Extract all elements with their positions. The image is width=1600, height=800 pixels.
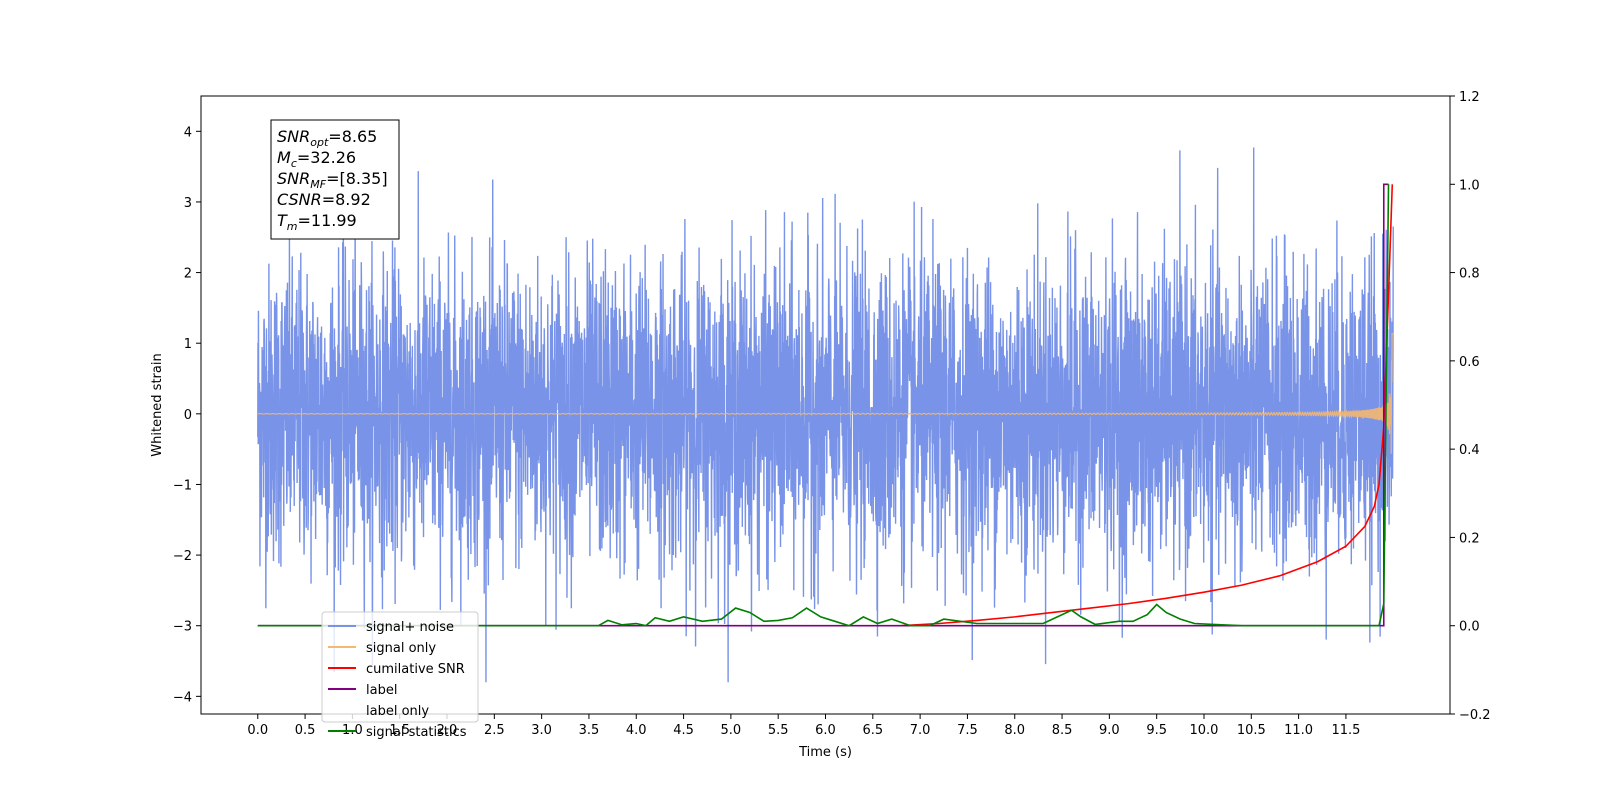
y-tick-label: −4 — [173, 690, 192, 705]
annotation-symbol: SNR — [277, 127, 310, 146]
annotation-line: Mc=32.26 — [277, 148, 356, 170]
legend-entry: signal only — [366, 641, 436, 656]
annotation-line: Tm=11.99 — [277, 211, 357, 233]
annotation-subscript: m — [287, 220, 298, 233]
x-tick-label: 10.0 — [1190, 723, 1219, 738]
y-tick-label: 3 — [184, 196, 192, 211]
x-tick-label: 8.0 — [1004, 723, 1025, 738]
ticks: 0.0 0.5 1.0 1.5 2.0 2.5 3.0 3.5 4.0 4.5 5.0 5.5 6.0 6… — [150, 90, 1491, 760]
legend-entry: cumilative SNR — [366, 662, 465, 677]
y-right-tick-label: 0.4 — [1459, 443, 1480, 458]
x-tick-label: 3.5 — [579, 723, 600, 738]
y-right-tick-label: 0.6 — [1459, 355, 1480, 370]
plot-area — [257, 147, 1394, 683]
annotation-subscript: c — [291, 157, 297, 170]
y-tick-label: 2 — [184, 267, 192, 282]
x-tick-label: 0.0 — [247, 723, 268, 738]
annotation-frame — [270, 119, 400, 240]
y-right-tick-label: 1.0 — [1459, 178, 1480, 193]
annotation-symbol: M — [277, 148, 291, 167]
x-tick-label: 3.0 — [531, 723, 552, 738]
y-tick-label: 0 — [184, 408, 192, 423]
annotation-symbol: CSNR — [277, 190, 322, 209]
legend-entry: signal statistics — [366, 725, 467, 740]
annotation-line: CSNR=8.92 — [277, 190, 371, 209]
x-tick-label: 4.5 — [673, 723, 694, 738]
y-tick-label: 4 — [184, 125, 192, 140]
annotation-value: =[8.35] — [326, 169, 388, 188]
x-tick-label: 6.5 — [862, 723, 883, 738]
x-tick-label: 11.5 — [1331, 723, 1360, 738]
y-right-tick-label: 1.2 — [1459, 90, 1480, 105]
x-tick-label: 1.5 — [389, 723, 410, 738]
x-tick-label: 2.5 — [484, 723, 505, 738]
y-right-tick-label: 0.2 — [1459, 531, 1480, 546]
series-signal-only-line — [257, 333, 1394, 454]
x-tick-label: 5.5 — [768, 723, 789, 738]
annotation-box: SNRopt=8.65Mc=32.26SNRMF=[8.35]CSNR=8.92… — [270, 119, 400, 240]
x-tick-label: 5.0 — [721, 723, 742, 738]
x-tick-label: 6.0 — [815, 723, 836, 738]
annotation-value: =8.92 — [322, 190, 371, 209]
annotation-symbol: SNR — [277, 169, 310, 188]
x-tick-label: 4.0 — [626, 723, 647, 738]
x-tick-label: 7.5 — [957, 723, 978, 738]
annotation-value: =8.65 — [328, 127, 377, 146]
x-tick-label: 9.5 — [1146, 723, 1167, 738]
x-tick-label: 0.5 — [295, 723, 316, 738]
series-signal-noise-line — [257, 147, 1394, 683]
annotation-line: SNRopt=8.65 — [277, 127, 377, 149]
y-right-tick-label: −0.2 — [1459, 708, 1491, 723]
annotation-line: SNRMF=[8.35] — [277, 169, 388, 191]
legend: signal+ noise signal only cumilative SNR la… — [321, 611, 479, 740]
x-tick-label: 11.0 — [1284, 723, 1313, 738]
legend-frame — [321, 611, 479, 723]
x-tick-label: 10.5 — [1237, 723, 1266, 738]
series-signal-statistics-line — [257, 184, 1390, 627]
x-tick-label: 9.0 — [1099, 723, 1120, 738]
y-tick-label: −2 — [173, 549, 192, 564]
series-cumilative-snr-line — [901, 184, 1394, 627]
annotation-subscript: MF — [310, 178, 326, 191]
legend-entry: signal+ noise — [366, 620, 454, 635]
legend-entry: label only — [366, 704, 429, 719]
x-tick-label: 8.5 — [1052, 723, 1073, 738]
y-tick-label: −3 — [173, 620, 192, 635]
legend-entry: label — [366, 683, 397, 698]
y-right-tick-label: 0.0 — [1459, 620, 1480, 635]
y-tick-label: −1 — [173, 478, 192, 493]
series-label-line — [257, 183, 1389, 627]
x-tick-label: 2.0 — [437, 723, 458, 738]
x-axis-label: Time (s) — [798, 745, 852, 760]
annotation-symbol: T — [277, 211, 288, 230]
y-tick-label: 1 — [184, 337, 192, 352]
annotation-value: =11.99 — [298, 211, 357, 230]
annotation-subscript: opt — [310, 136, 329, 149]
annotation-value: =32.26 — [297, 148, 356, 167]
y-right-tick-label: 0.8 — [1459, 267, 1480, 282]
x-tick-label: 7.0 — [910, 723, 931, 738]
y-axis-label: Whitened strain — [150, 353, 165, 456]
